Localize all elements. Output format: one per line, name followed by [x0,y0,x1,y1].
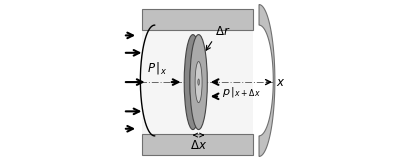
Text: $x$: $x$ [275,76,285,89]
Bar [142,9,253,30]
Ellipse shape [190,35,207,130]
Ellipse shape [198,79,199,85]
Text: $\Delta x$: $\Delta x$ [190,139,207,152]
Ellipse shape [184,35,202,130]
Bar [142,30,253,134]
Ellipse shape [189,62,196,103]
Bar [142,134,253,155]
Text: $P\,|_x$: $P\,|_x$ [147,60,167,76]
Polygon shape [259,5,275,156]
Text: $\Delta r$: $\Delta r$ [215,25,230,38]
Text: $p\,|_{x+\Delta x}$: $p\,|_{x+\Delta x}$ [221,85,260,99]
Ellipse shape [195,62,202,103]
